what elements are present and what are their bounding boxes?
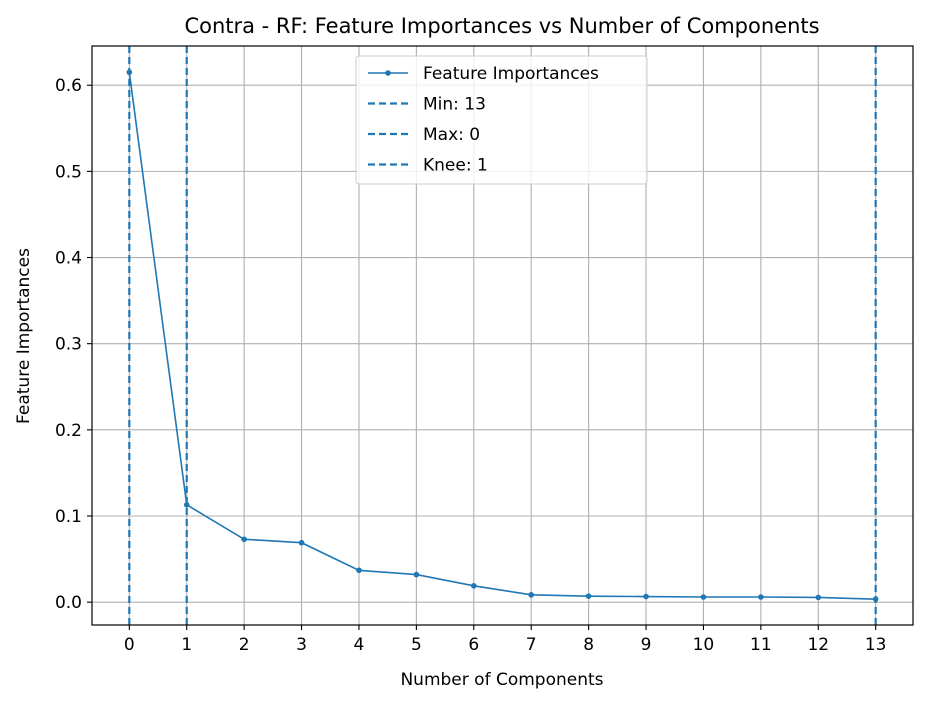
y-tick-label: 0.1 bbox=[55, 507, 82, 527]
x-tick-label: 4 bbox=[354, 635, 365, 655]
legend-box bbox=[355, 55, 648, 185]
data-point bbox=[298, 539, 305, 546]
plot-frame bbox=[91, 45, 914, 626]
y-tick-label: 0.2 bbox=[55, 421, 82, 441]
y-axis-label: Feature Importances bbox=[14, 248, 34, 424]
data-point bbox=[700, 594, 707, 600]
y-tick-label: 0.6 bbox=[55, 76, 82, 96]
legend: Feature Importances Min: 13 Max: 0 Knee: 1 bbox=[355, 55, 648, 185]
x-tick-label: 1 bbox=[181, 635, 192, 655]
y-tick-label: 0.0 bbox=[55, 593, 82, 613]
data-point bbox=[183, 502, 190, 508]
y-tick-label: 0.3 bbox=[55, 335, 82, 355]
y-axis-ticks: 0.0 0.1 0.2 0.3 0.4 0.5 0.6 bbox=[55, 76, 92, 613]
data-point bbox=[356, 567, 362, 574]
x-tick-label: 9 bbox=[641, 635, 652, 655]
y-tick-label: 0.4 bbox=[55, 249, 82, 269]
reference-lines bbox=[128, 46, 877, 625]
x-tick-label: 11 bbox=[750, 635, 772, 655]
data-point bbox=[528, 592, 535, 598]
x-tick-label: 6 bbox=[468, 635, 479, 655]
data-point bbox=[643, 593, 649, 600]
x-axis-label: Number of Components bbox=[400, 670, 603, 690]
legend-swatch-marker bbox=[385, 70, 391, 76]
legend-label: Feature Importances bbox=[423, 64, 599, 84]
chart-title: Contra - RF: Feature Importances vs Numb… bbox=[184, 14, 819, 38]
data-point bbox=[758, 594, 764, 600]
legend-label: Min: 13 bbox=[423, 95, 486, 115]
x-tick-label: 8 bbox=[583, 635, 594, 655]
x-tick-label: 10 bbox=[693, 635, 715, 655]
data-point bbox=[126, 69, 133, 76]
data-point bbox=[241, 536, 247, 543]
x-tick-label: 12 bbox=[807, 635, 829, 655]
x-tick-label: 2 bbox=[239, 635, 250, 655]
data-point bbox=[585, 593, 592, 599]
x-tick-label: 5 bbox=[411, 635, 422, 655]
series-line bbox=[128, 72, 876, 600]
series-layer bbox=[126, 69, 879, 602]
x-tick-label: 3 bbox=[296, 635, 307, 655]
x-tick-label: 0 bbox=[124, 635, 135, 655]
x-axis-ticks: 0 1 2 3 4 5 6 7 8 9 10 11 12 13 bbox=[124, 625, 887, 655]
legend-items: Feature Importances Min: 13 Max: 0 Knee: 1 bbox=[368, 64, 599, 176]
y-tick-label: 0.5 bbox=[55, 162, 82, 182]
x-tick-label: 13 bbox=[865, 635, 887, 655]
data-point bbox=[413, 571, 420, 578]
legend-label: Knee: 1 bbox=[423, 156, 488, 176]
x-tick-label: 7 bbox=[526, 635, 537, 655]
data-point bbox=[815, 594, 822, 601]
data-point bbox=[872, 596, 879, 602]
legend-label: Max: 0 bbox=[423, 125, 480, 145]
data-point bbox=[470, 582, 477, 589]
